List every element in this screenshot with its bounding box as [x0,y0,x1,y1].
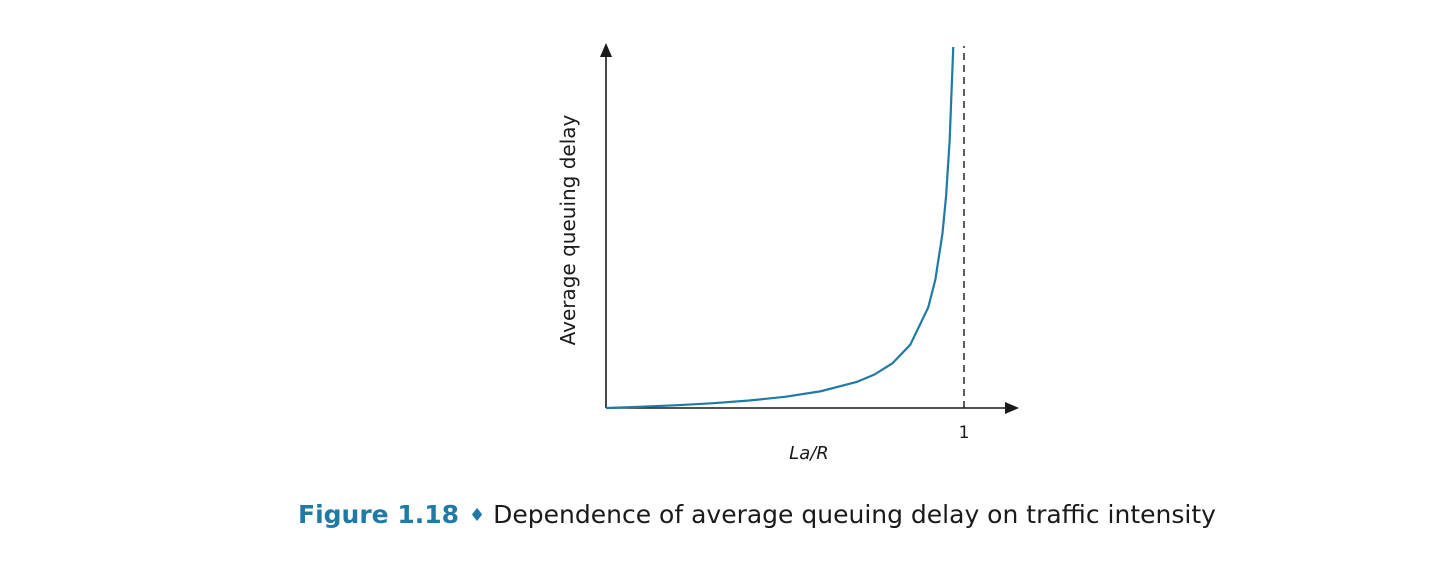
series-layer [605,46,955,410]
queuing-delay-chart: 1 Average queuing delay La/R [556,43,1019,464]
x-axis-label: La/R [789,443,829,464]
caption-diamond-icon: ♦ [469,505,486,526]
axes [600,43,1019,414]
tick-layer: 1 [959,423,970,443]
y-axis-arrow [600,43,612,57]
figure-caption: Figure 1.18 ♦ Dependence of average queuin… [298,500,1216,529]
y-axis-label: Average queuing delay [556,114,580,345]
x-tick-label-0: 1 [959,423,970,443]
series-line-0 [605,46,955,410]
caption-text: Dependence of average queuing delay on t… [493,500,1216,529]
caption-figure-number: Figure 1.18 [298,500,460,529]
x-axis-arrow [1005,402,1019,414]
